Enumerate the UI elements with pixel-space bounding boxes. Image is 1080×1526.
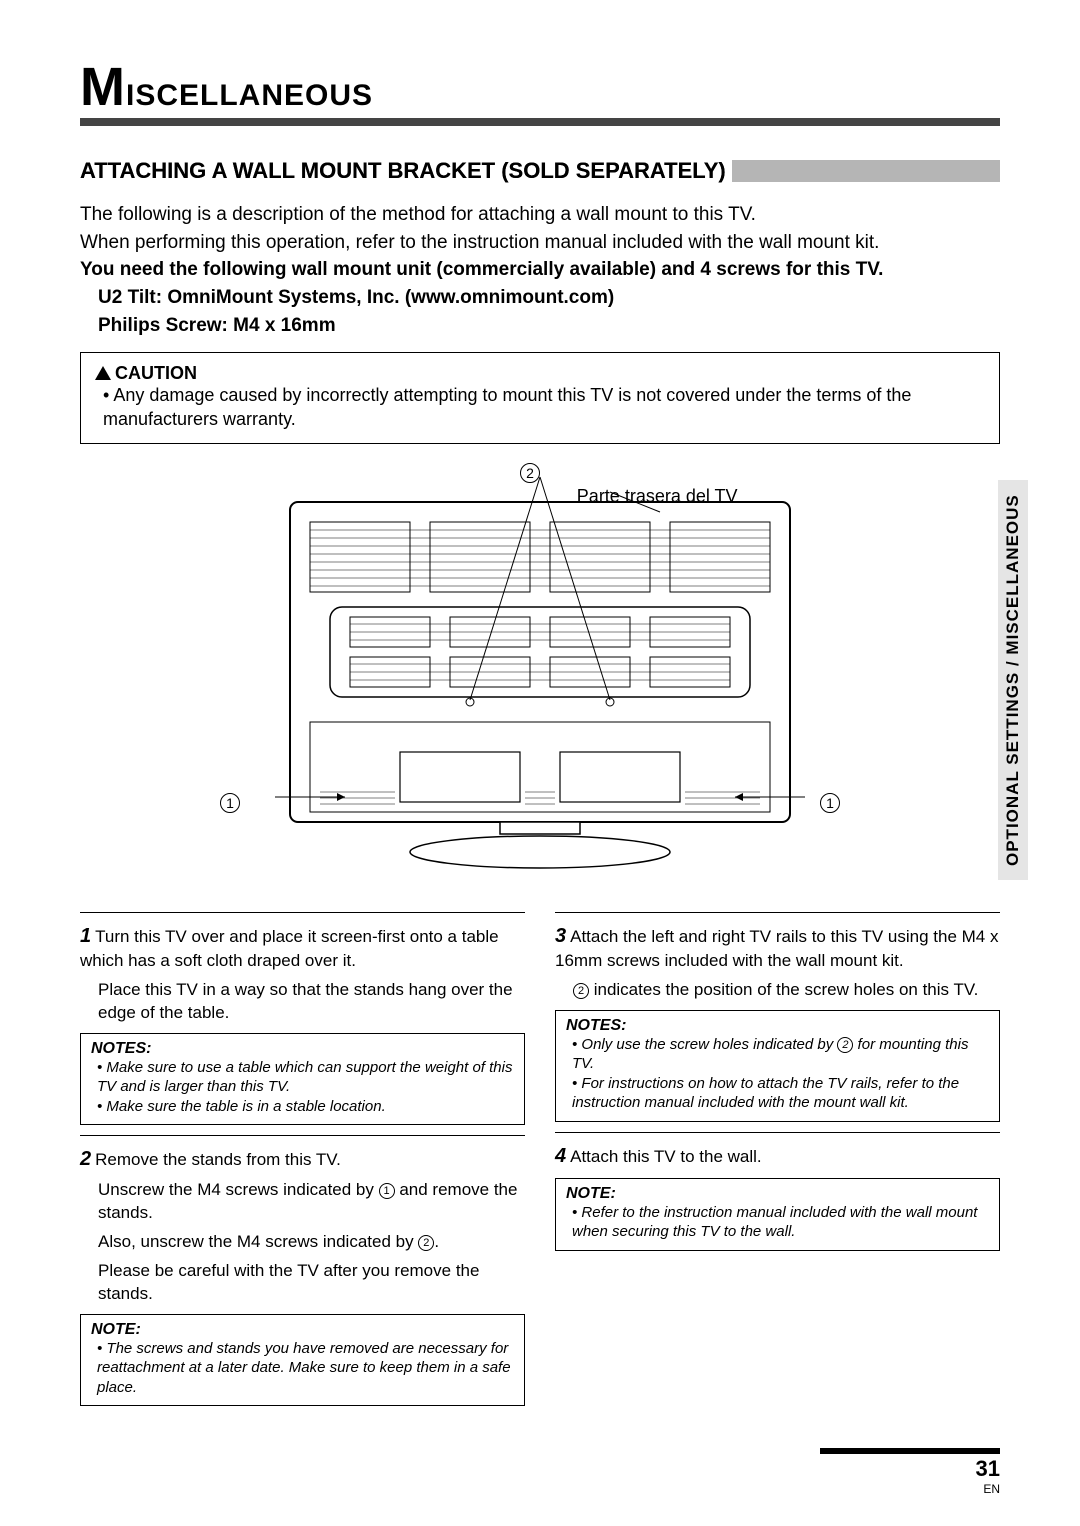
step1-text-b: Place this TV in a way so that the stand… (80, 979, 525, 1025)
inline-circ-2b: 2 (573, 983, 589, 999)
pagenum-bar (820, 1448, 1000, 1454)
callout-1r-num: 1 (820, 793, 840, 813)
step-1: 1Turn this TV over and place it screen-f… (80, 923, 525, 1025)
step-2: 2 Remove the stands from this TV. Unscrew… (80, 1146, 525, 1306)
note-box-4: NOTE: Refer to the instruction manual in… (555, 1178, 1000, 1251)
note4-heading: NOTE: (566, 1185, 989, 1203)
tv-back-svg (250, 462, 830, 872)
side-tab: OPTIONAL SETTINGS / MISCELLANEOUS (998, 480, 1028, 880)
intro-p4: U2 Tilt: OmniMount Systems, Inc. (www.om… (80, 285, 1000, 311)
caution-body-text: Any damage caused by incorrectly attempt… (103, 385, 911, 428)
note2-heading: NOTE: (91, 1321, 514, 1339)
step2-c-pre: Also, unscrew the M4 screws indicated by (98, 1232, 418, 1251)
callout-2-num: 2 (520, 463, 540, 483)
step3-b-post: indicates the position of the screw hole… (589, 980, 978, 999)
note-box-1: NOTES: Make sure to use a table which ca… (80, 1033, 525, 1126)
section-header: MISCELLANEOUS (80, 60, 1000, 126)
divider (80, 1135, 525, 1136)
section-big-letter: M (80, 57, 126, 117)
inline-circ-1: 1 (379, 1183, 395, 1199)
right-column: 3Attach the left and right TV rails to t… (555, 902, 1000, 1417)
divider (80, 912, 525, 913)
note1-a: Make sure to use a table which can suppo… (97, 1058, 514, 1097)
intro-block: The following is a description of the me… (80, 202, 1000, 338)
step-4: 4Attach this TV to the wall. (555, 1143, 1000, 1170)
note4-a: Refer to the instruction manual included… (572, 1203, 989, 1242)
title-rule (80, 118, 1000, 126)
inline-circ-2c: 2 (837, 1037, 853, 1053)
callout-2: 2 (520, 462, 540, 483)
step3-text-a: Attach the left and right TV rails to th… (555, 927, 999, 970)
subsection-heading: ATTACHING A WALL MOUNT BRACKET (SOLD SEP… (80, 154, 726, 188)
intro-p1: The following is a description of the me… (80, 202, 1000, 228)
intro-p2: When performing this operation, refer to… (80, 230, 1000, 256)
intro-p5: Philips Screw: M4 x 16mm (80, 313, 1000, 339)
inline-circ-2a: 2 (418, 1235, 434, 1251)
note1-heading: NOTES: (91, 1040, 514, 1058)
warning-icon (95, 366, 111, 380)
note2-a: The screws and stands you have removed a… (97, 1339, 514, 1398)
page-footer: 31 EN (820, 1448, 1000, 1496)
tv-diagram: 2 Parte trasera del TV 1 1 (80, 462, 1000, 892)
note3-heading: NOTES: (566, 1017, 989, 1035)
section-title-rest: ISCELLANEOUS (126, 79, 373, 112)
note-box-3: NOTES: Only use the screw holes indicate… (555, 1010, 1000, 1122)
steps-columns: 1 Turn this TV over and place it screen-f… (80, 902, 1000, 1417)
page-lang: EN (820, 1482, 1000, 1496)
step4-text: Attach this TV to the wall. (570, 1147, 762, 1166)
callout-1-right: 1 (820, 792, 840, 813)
note-box-2: NOTE: The screws and stands you have rem… (80, 1314, 525, 1407)
caution-heading: CAUTION (95, 363, 985, 384)
note1-b: Make sure the table is in a stable locat… (97, 1097, 514, 1117)
divider (555, 1132, 1000, 1133)
note3-a-pre: Only use the screw holes indicated by (581, 1036, 837, 1053)
caution-heading-text: CAUTION (115, 363, 197, 383)
callout-1-left: 1 (220, 792, 240, 813)
intro-p3: You need the following wall mount unit (… (80, 257, 1000, 283)
step1-text-a: Turn this TV over and place it screen-fi… (80, 927, 499, 970)
left-column: 1 Turn this TV over and place it screen-f… (80, 902, 525, 1417)
callout-1l-num: 1 (220, 793, 240, 813)
note3-a: Only use the screw holes indicated by 2 … (572, 1035, 989, 1074)
subsection-bar: ATTACHING A WALL MOUNT BRACKET (SOLD SEP… (80, 154, 1000, 188)
diagram-label: Parte trasera del TV (577, 486, 738, 507)
note3-b: For instructions on how to attach the TV… (572, 1074, 989, 1113)
step2-c-post: . (434, 1232, 439, 1251)
caution-box: CAUTION • Any damage caused by incorrect… (80, 352, 1000, 444)
caution-body: • Any damage caused by incorrectly attem… (95, 384, 985, 431)
page-number: 31 (820, 1456, 1000, 1482)
step2-text-d: Please be careful with the TV after you … (80, 1260, 525, 1306)
step2-b-pre: Unscrew the M4 screws indicated by (98, 1180, 379, 1199)
step2-text-a: Remove the stands from this TV. (95, 1150, 341, 1169)
step-3: 3Attach the left and right TV rails to t… (555, 923, 1000, 1002)
divider (555, 912, 1000, 913)
section-title: MISCELLANEOUS (80, 60, 1000, 114)
